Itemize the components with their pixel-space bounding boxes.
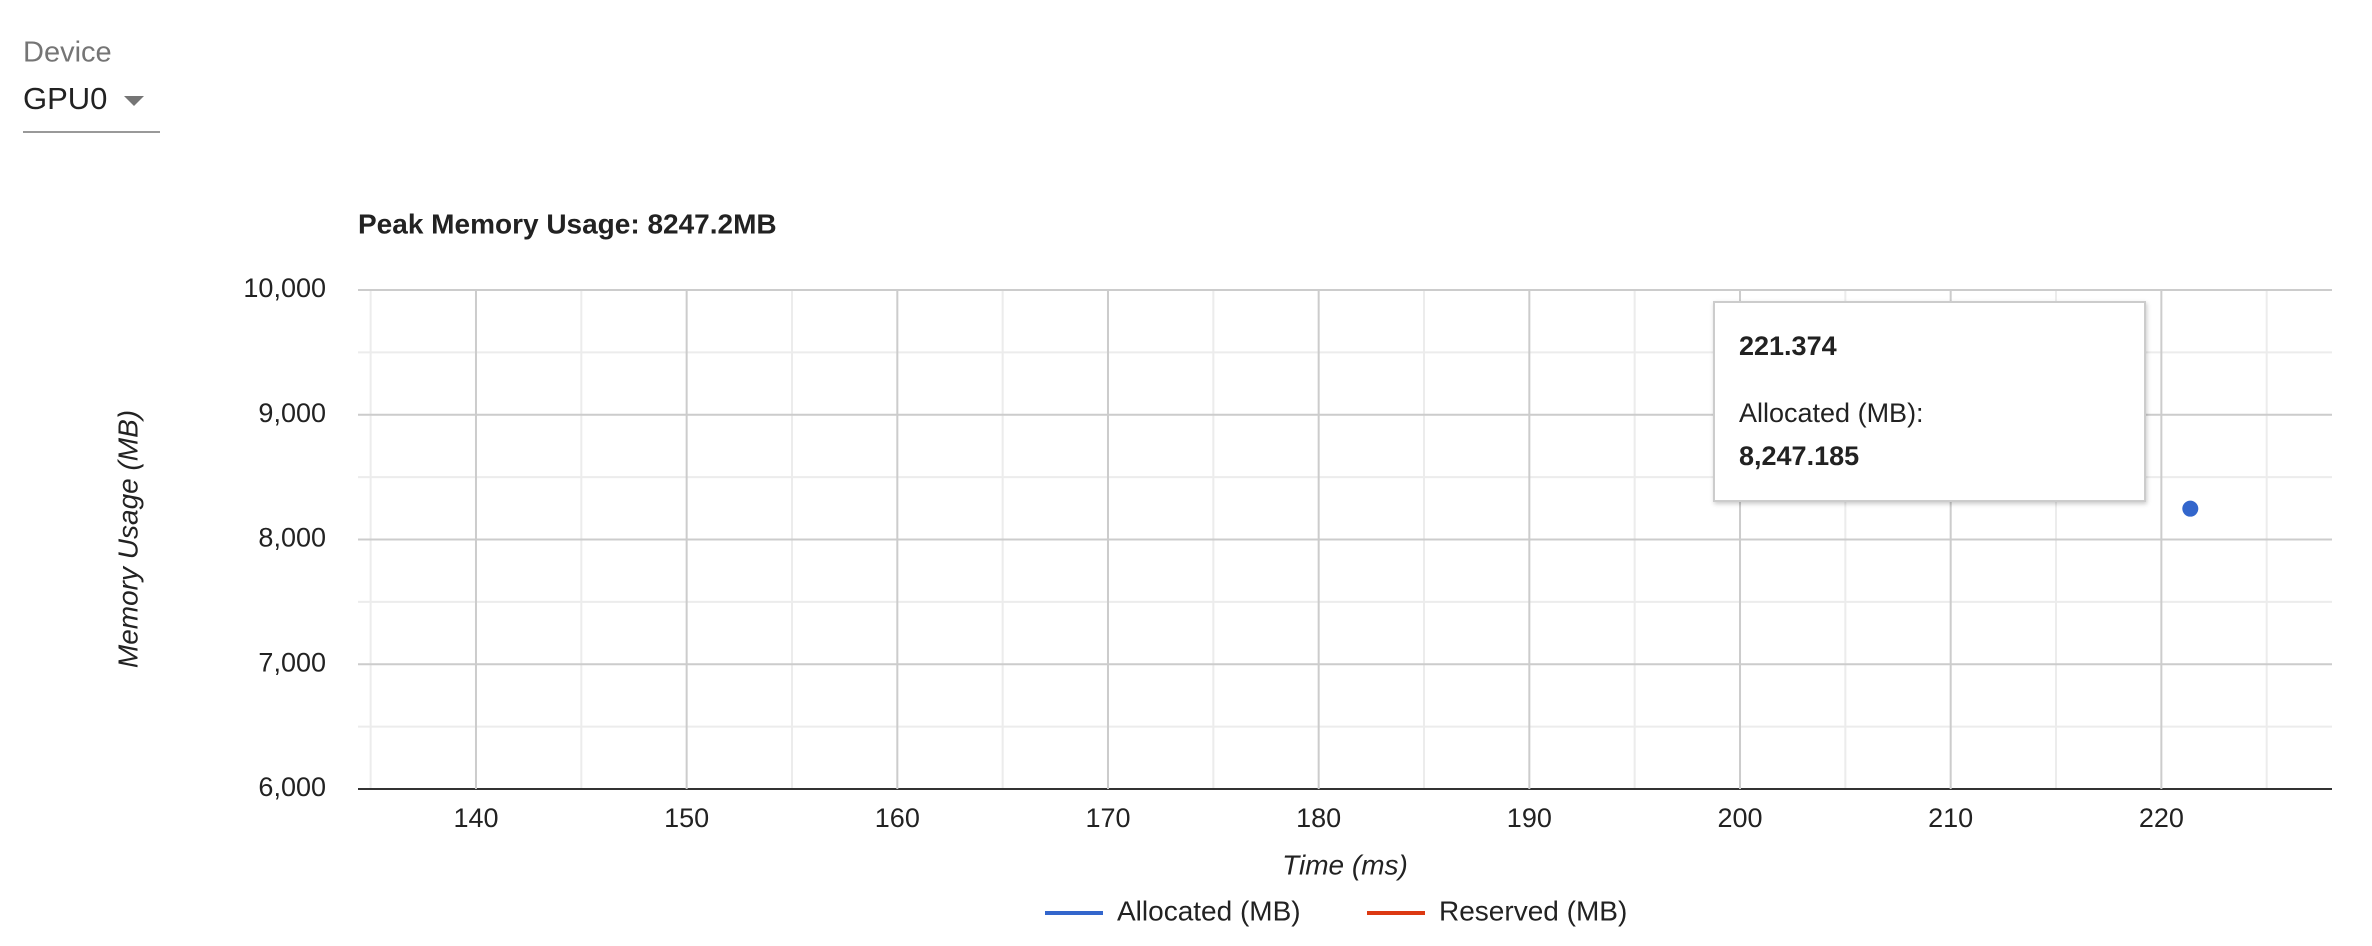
y-axis-title: Memory Usage (MB) bbox=[112, 410, 143, 668]
y-tick-label: 9,000 bbox=[258, 398, 326, 428]
grid: 6,000 7,000 8,000 9,000 10,000 140 150 160 170 18… bbox=[243, 273, 2332, 833]
x-tick-label: 220 bbox=[2139, 803, 2184, 833]
tooltip: 221.374 Allocated (MB): 8,247.185 bbox=[1713, 301, 2146, 502]
tooltip-x: 221.374 bbox=[1739, 331, 1837, 361]
y-tick-label: 7,000 bbox=[258, 647, 326, 677]
y-tick-label: 6,000 bbox=[258, 772, 326, 802]
legend: Allocated (MB) Reserved (MB) bbox=[1045, 895, 1627, 926]
x-tick-label: 180 bbox=[1296, 803, 1341, 833]
chart-title: Peak Memory Usage: 8247.2MB bbox=[358, 208, 777, 239]
x-tick-label: 160 bbox=[875, 803, 920, 833]
x-tick-label: 200 bbox=[1717, 803, 1762, 833]
device-value[interactable]: GPU0 bbox=[23, 81, 107, 116]
y-tick-label: 8,000 bbox=[258, 523, 326, 553]
tooltip-value: 8,247.185 bbox=[1739, 441, 1859, 471]
y-tick-label: 10,000 bbox=[243, 273, 326, 303]
device-select[interactable]: Device GPU0 bbox=[23, 37, 160, 133]
x-tick-label: 170 bbox=[1085, 803, 1130, 833]
x-axis-title: Time (ms) bbox=[1282, 849, 1408, 880]
x-tick-label: 150 bbox=[664, 803, 709, 833]
device-label: Device bbox=[23, 37, 112, 69]
dropdown-arrow[interactable] bbox=[124, 96, 144, 106]
x-tick-label: 140 bbox=[453, 803, 498, 833]
tooltip-box bbox=[1713, 301, 2146, 502]
x-tick-label: 210 bbox=[1928, 803, 1973, 833]
legend-label: Allocated (MB) bbox=[1117, 895, 1301, 926]
x-tick-label: 190 bbox=[1507, 803, 1552, 833]
plot bbox=[2182, 500, 2199, 517]
tooltip-series: Allocated (MB): bbox=[1739, 398, 1924, 428]
legend-label: Reserved (MB) bbox=[1439, 895, 1627, 926]
hover-point bbox=[2182, 500, 2199, 517]
